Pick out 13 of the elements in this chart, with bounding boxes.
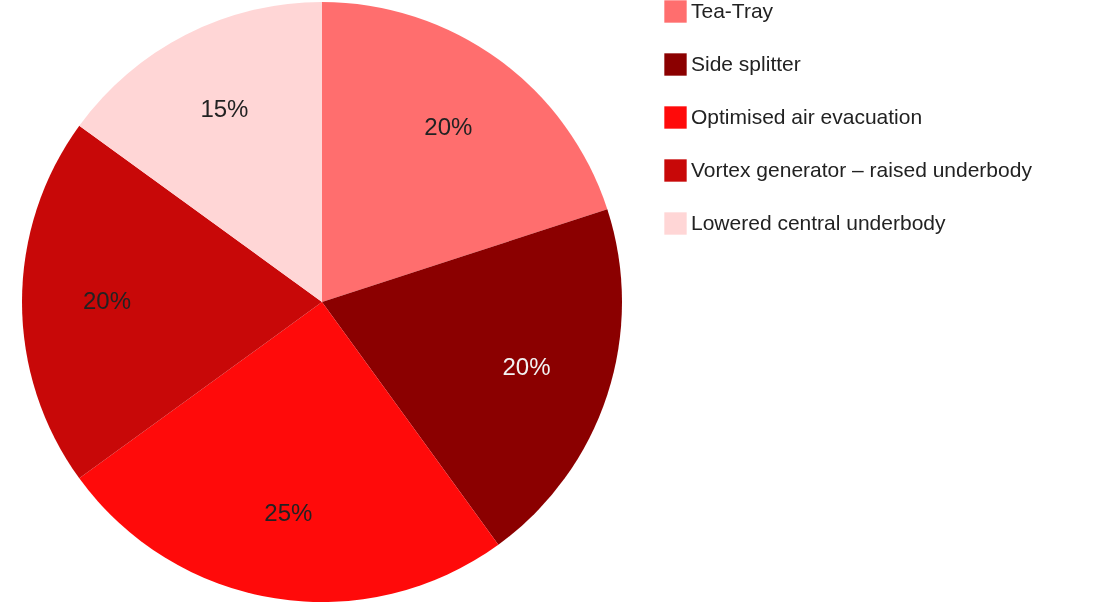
legend-label: Lowered central underbody bbox=[691, 210, 946, 234]
data-label: 15% bbox=[200, 95, 249, 123]
pie-slice bbox=[22, 125, 322, 479]
pie-slice bbox=[322, 2, 608, 302]
pie-slice bbox=[322, 209, 622, 545]
legend-label: Vortex generator – raised underbody bbox=[691, 157, 1033, 181]
legend-label: Optimised air evacuation bbox=[691, 104, 923, 128]
data-label: 25% bbox=[264, 499, 313, 527]
legend-label: Tea-Tray bbox=[691, 0, 774, 22]
data-label: 20% bbox=[424, 113, 473, 141]
data-label: 20% bbox=[82, 287, 132, 314]
legend-label: Side splitter bbox=[691, 51, 801, 75]
data-label: 20% bbox=[502, 353, 551, 381]
